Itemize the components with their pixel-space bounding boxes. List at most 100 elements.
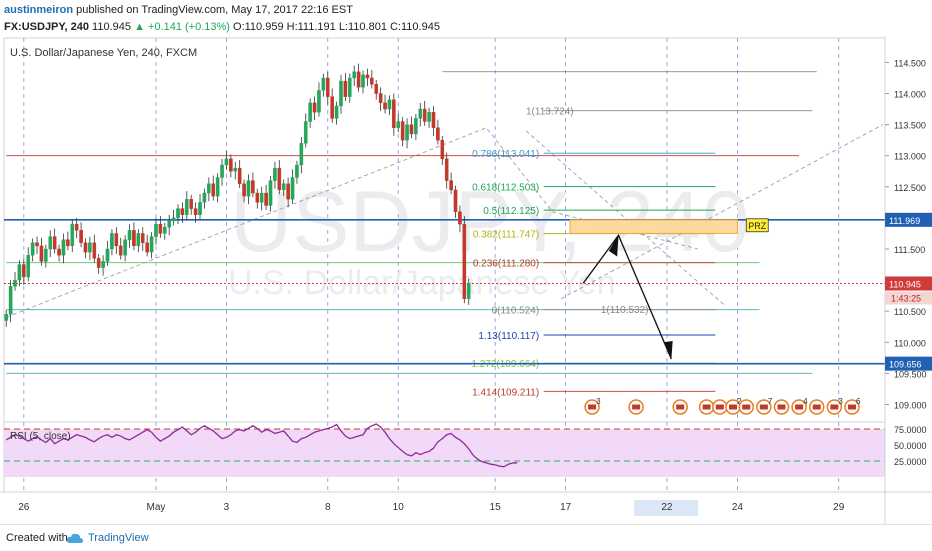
candle-90 bbox=[400, 121, 405, 141]
candle-92 bbox=[409, 124, 414, 135]
candle-95 bbox=[422, 108, 427, 122]
candle-13 bbox=[61, 239, 66, 256]
candle-27 bbox=[123, 239, 127, 256]
x-tick-3: 3 bbox=[224, 502, 230, 513]
candle-35 bbox=[158, 223, 163, 234]
rsi-y-tick-75.0000: 75.0000 bbox=[894, 425, 927, 435]
candle-31 bbox=[140, 233, 145, 243]
candle-98 bbox=[436, 127, 440, 141]
levels: 1(113.724) 0.786(113.041) 0.618(112.503) 0.… bbox=[4, 71, 885, 415]
candle-64 bbox=[286, 183, 290, 200]
event-flag-stripe-0 bbox=[588, 404, 597, 410]
candle-38 bbox=[171, 217, 176, 222]
candle-77 bbox=[343, 80, 348, 97]
fib-label-7: 1(110.532) bbox=[601, 305, 649, 316]
candle-32 bbox=[145, 242, 149, 253]
y-tick-114.500: 114.500 bbox=[894, 58, 926, 68]
candle-66 bbox=[295, 164, 299, 178]
candle-93 bbox=[414, 118, 418, 135]
candle-91 bbox=[405, 124, 409, 141]
y-tick-113.500: 113.500 bbox=[894, 121, 926, 131]
harmonic-cd bbox=[561, 124, 884, 300]
candle-15 bbox=[70, 223, 75, 247]
candle-25 bbox=[114, 233, 119, 247]
candle-100 bbox=[444, 158, 449, 181]
countdown-value: 1:43:25 bbox=[891, 294, 921, 304]
event-flag-stripe-10 bbox=[812, 404, 821, 410]
candle-5 bbox=[26, 255, 31, 278]
candle-103 bbox=[458, 211, 462, 225]
ohlc-values: O:110.959 H:111.191 L:110.801 C:110.945 bbox=[233, 21, 440, 33]
x-tick-17: 17 bbox=[560, 502, 572, 513]
x-tick-29: 29 bbox=[833, 502, 845, 513]
candle-45 bbox=[202, 192, 207, 203]
candle-68 bbox=[303, 121, 308, 144]
candle-94 bbox=[418, 108, 423, 119]
event-flag-stripe-8 bbox=[777, 404, 786, 410]
fib-label-5: 0.236(111.280) bbox=[473, 259, 539, 270]
event-flag-stripe-3 bbox=[702, 404, 711, 410]
last-price: 110.945 bbox=[92, 21, 131, 33]
candle-6 bbox=[30, 242, 35, 256]
candle-87 bbox=[387, 99, 392, 110]
y-tick-112.500: 112.500 bbox=[894, 183, 926, 193]
candle-75 bbox=[334, 105, 339, 119]
created-with: Created with bbox=[6, 532, 68, 544]
candle-40 bbox=[180, 208, 185, 215]
candle-83 bbox=[370, 77, 374, 85]
candle-55 bbox=[246, 180, 251, 197]
chart-title: U.S. Dollar/Japanese Yen, 240, FXCM bbox=[10, 47, 197, 59]
candle-47 bbox=[211, 183, 216, 197]
candle-33 bbox=[149, 236, 154, 253]
event-flag-stripe-11 bbox=[830, 404, 839, 410]
prz-zone bbox=[569, 219, 738, 234]
candle-72 bbox=[321, 77, 326, 91]
fib-label-1: 0.786(113.041) bbox=[472, 149, 539, 160]
x-tick-8: 8 bbox=[325, 502, 331, 513]
candle-65 bbox=[290, 177, 295, 200]
candle-19 bbox=[88, 242, 92, 253]
candle-58 bbox=[259, 192, 264, 203]
candle-20 bbox=[92, 242, 97, 259]
candle-29 bbox=[132, 230, 136, 247]
candle-0 bbox=[4, 314, 9, 321]
candle-53 bbox=[237, 167, 242, 184]
y-tick-110.500: 110.500 bbox=[894, 307, 926, 317]
event-count-11: 3 bbox=[838, 397, 843, 406]
candle-2 bbox=[13, 279, 17, 287]
blue-level-value-1: 109.656 bbox=[889, 360, 922, 370]
time-highlight bbox=[634, 500, 699, 516]
candle-22 bbox=[101, 261, 105, 268]
event-flag-stripe-1 bbox=[632, 404, 641, 410]
candle-24 bbox=[110, 233, 114, 250]
candle-79 bbox=[352, 71, 356, 79]
candle-28 bbox=[127, 230, 132, 240]
x-tick-22: 22 bbox=[661, 502, 673, 513]
arrow-head-up bbox=[608, 235, 619, 257]
candle-73 bbox=[325, 77, 330, 97]
candle-62 bbox=[277, 167, 282, 191]
candle-9 bbox=[44, 248, 48, 262]
candle-80 bbox=[356, 71, 361, 88]
x-tick-10: 10 bbox=[393, 502, 405, 513]
candle-30 bbox=[136, 233, 141, 247]
y-tick-114.000: 114.000 bbox=[894, 90, 926, 100]
candle-16 bbox=[74, 223, 79, 231]
author-link[interactable]: austinmeiron bbox=[4, 4, 74, 16]
tradingview-brand[interactable]: TradingView bbox=[88, 532, 149, 544]
y-tick-113.000: 113.000 bbox=[894, 152, 926, 162]
candle-48 bbox=[215, 177, 220, 197]
candle-49 bbox=[220, 164, 224, 178]
candle-57 bbox=[255, 192, 260, 203]
candle-105 bbox=[466, 282, 471, 299]
event-count-12: 6 bbox=[856, 397, 861, 406]
rsi-y-tick-50.0000: 50.0000 bbox=[894, 441, 927, 451]
candle-52 bbox=[233, 167, 238, 172]
candle-7 bbox=[35, 242, 39, 247]
fib-label-6: 0(110.524) bbox=[492, 306, 540, 317]
candle-69 bbox=[308, 102, 312, 122]
time-axis: 26 May 3 8 10 15 17 22 24 29 bbox=[18, 500, 845, 516]
chart-area[interactable]: USDJPY, 240 U.S. Dollar/Japanese Yen 1(1… bbox=[0, 36, 932, 524]
candles bbox=[4, 63, 471, 327]
fib-label-0: 1(113.724) bbox=[526, 107, 574, 118]
